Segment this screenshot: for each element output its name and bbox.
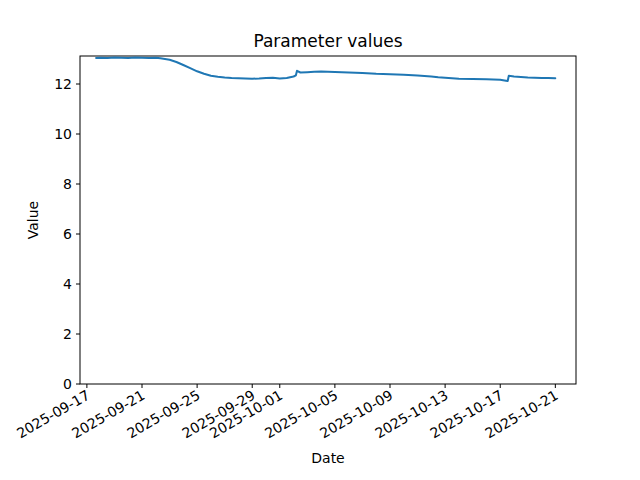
line-chart-canvas: 0246810122025-09-172025-09-212025-09-252… (0, 0, 640, 480)
y-tick-label: 2 (63, 326, 72, 342)
chart-title: Parameter values (253, 31, 402, 51)
y-tick-label: 6 (63, 226, 72, 242)
y-tick-label: 8 (63, 176, 72, 192)
x-axis-label: Date (311, 450, 344, 466)
y-axis-label: Value (25, 201, 41, 239)
chart-figure: 0246810122025-09-172025-09-212025-09-252… (0, 0, 640, 480)
y-tick-label: 10 (54, 126, 72, 142)
y-tick-label: 4 (63, 276, 72, 292)
y-tick-label: 0 (63, 376, 72, 392)
y-tick-label: 12 (54, 76, 72, 92)
